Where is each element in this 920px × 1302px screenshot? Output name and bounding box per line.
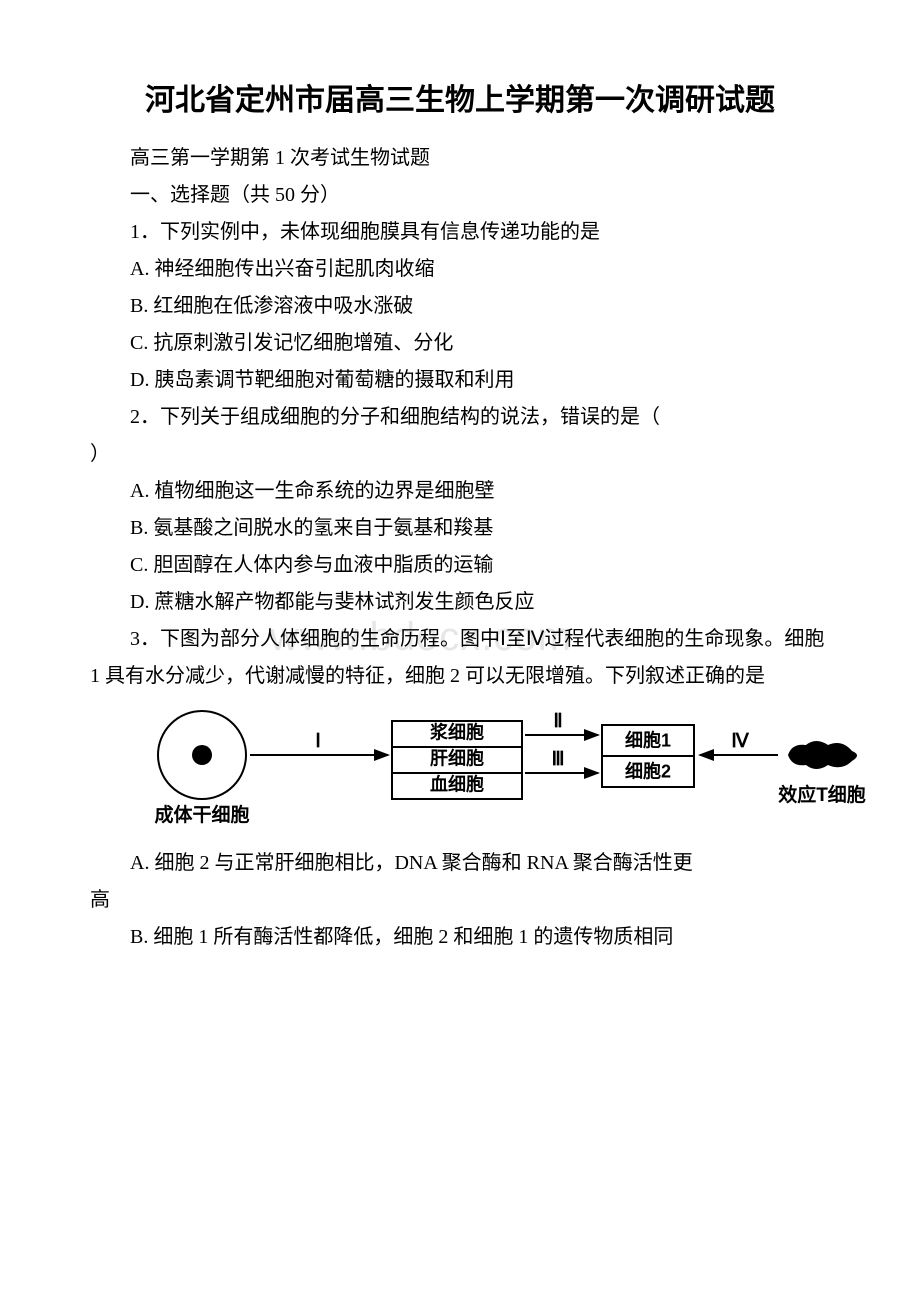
- svg-text:浆细胞: 浆细胞: [430, 722, 484, 743]
- q2-option-b: B. 氨基酸之间脱水的氢来自于氨基和羧基: [90, 510, 830, 547]
- q1-option-b: B. 红细胞在低渗溶液中吸水涨破: [90, 288, 830, 325]
- q1-option-d: D. 胰岛素调节靶细胞对葡萄糖的摄取和利用: [90, 362, 830, 399]
- q2-option-a: A. 植物细胞这一生命系统的边界是细胞壁: [90, 473, 830, 510]
- svg-text:血细胞: 血细胞: [430, 774, 484, 795]
- q2-stem-line2: ）: [90, 436, 830, 473]
- q1-option-c: C. 抗原刺激引发记忆细胞增殖、分化: [90, 325, 830, 362]
- q2-stem-line1: 2．下列关于组成细胞的分子和细胞结构的说法，错误的是（: [90, 399, 830, 436]
- q2-option-c: C. 胆固醇在人体内参与血液中脂质的运输: [90, 547, 830, 584]
- q2-option-d: D. 蔗糖水解产物都能与斐林试剂发生颜色反应: [90, 584, 830, 621]
- q1-option-a: A. 神经细胞传出兴奋引起肌肉收缩: [90, 251, 830, 288]
- svg-text:成体干细胞: 成体干细胞: [154, 803, 249, 826]
- svg-text:肝细胞: 肝细胞: [430, 748, 484, 769]
- q1-stem: 1．下列实例中，未体现细胞膜具有信息传递功能的是: [90, 214, 830, 251]
- subtitle: 高三第一学期第 1 次考试生物试题: [90, 140, 830, 177]
- svg-text:效应T细胞: 效应T细胞: [778, 783, 866, 806]
- q3-option-a-line2: 高: [90, 882, 830, 919]
- svg-text:Ⅳ: Ⅳ: [731, 731, 749, 752]
- q3-option-b: B. 细胞 1 所有酶活性都降低，细胞 2 和细胞 1 的遗传物质相同: [90, 919, 830, 956]
- svg-text:Ⅲ: Ⅲ: [551, 749, 564, 770]
- svg-text:细胞1: 细胞1: [625, 730, 671, 751]
- q3-option-a-line1: A. 细胞 2 与正常肝细胞相比，DNA 聚合酶和 RNA 聚合酶活性更: [90, 845, 830, 882]
- page-title: 河北省定州市届高三生物上学期第一次调研试题: [90, 80, 830, 122]
- diagram-svg: 成体干细胞 Ⅰ 浆细胞肝细胞血细胞 Ⅱ Ⅲ 细胞1 细胞2 Ⅳ 效应T细胞: [130, 705, 890, 835]
- section-heading: 一、选择题（共 50 分）: [90, 177, 830, 214]
- svg-text:Ⅰ: Ⅰ: [315, 731, 321, 752]
- svg-text:细胞2: 细胞2: [625, 761, 671, 782]
- q3-stem: 3．下图为部分人体细胞的生命历程。图中Ⅰ至Ⅳ过程代表细胞的生命现象。细胞 1 具…: [90, 621, 830, 695]
- q3-diagram: 成体干细胞Ⅰ浆细胞肝细胞血细胞ⅡⅢ细胞1细胞2Ⅳ效应T细胞: [130, 705, 830, 835]
- svg-text:Ⅱ: Ⅱ: [553, 711, 562, 732]
